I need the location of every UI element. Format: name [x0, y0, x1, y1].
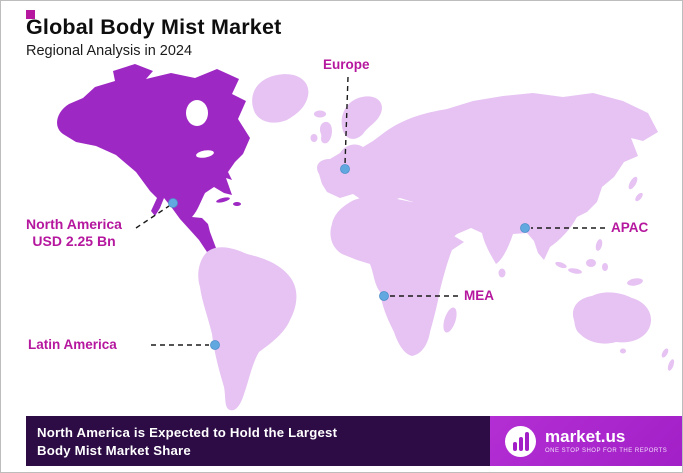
label-apac: APAC: [611, 220, 649, 235]
island-tasmania: [620, 348, 626, 354]
region-greenland: [252, 74, 309, 123]
brand-tagline: ONE STOP SHOP FOR THE REPORTS: [545, 448, 668, 454]
marketus-logo-icon: [505, 425, 536, 457]
leader-line-north-america: [135, 205, 170, 229]
island-new-zealand-south: [667, 359, 675, 371]
brand-block: market.us ONE STOP SHOP FOR THE REPORTS: [490, 416, 682, 466]
banner-line-1: North America is Expected to Hold the La…: [37, 424, 338, 440]
hudson-bay: [186, 100, 208, 126]
island-madagascar: [443, 307, 457, 333]
great-lakes: [196, 150, 214, 158]
island-japan-honshu: [628, 176, 638, 190]
takeaway-banner: North America is Expected to Hold the La…: [26, 416, 490, 466]
island-sumatra: [555, 261, 567, 269]
island-sulawesi: [602, 263, 608, 271]
marker-europe: [340, 164, 350, 174]
island-great-britain: [319, 121, 332, 144]
island-borneo: [586, 259, 596, 267]
accent-square: [26, 10, 35, 19]
island-philippines: [595, 239, 603, 251]
page-subtitle: Regional Analysis in 2024: [26, 43, 193, 59]
region-africa: [330, 196, 464, 356]
leader-line-europe: [344, 76, 349, 165]
island-new-zealand-north: [661, 348, 669, 358]
label-north-america-name: North America: [26, 216, 122, 232]
island-new-guinea: [627, 278, 643, 286]
island-japan-kyushu: [635, 192, 643, 202]
island-cuba: [216, 197, 230, 203]
region-south-america: [198, 247, 297, 411]
region-scandinavia: [341, 96, 382, 139]
label-north-america-value: USD 2.25 Bn: [32, 233, 116, 249]
island-sri-lanka: [498, 268, 506, 278]
marker-latin-america: [210, 340, 220, 350]
island-iceland: [314, 110, 326, 118]
label-europe: Europe: [323, 57, 370, 72]
brand-text: market.us ONE STOP SHOP FOR THE REPORTS: [545, 427, 668, 455]
brand-name: market.us: [545, 427, 626, 446]
region-eurasia: [317, 93, 658, 264]
region-australia: [572, 292, 652, 344]
marker-apac: [520, 223, 530, 233]
label-north-america: North America USD 2.25 Bn: [11, 216, 137, 250]
island-java: [568, 268, 582, 274]
label-latin-america: Latin America: [28, 337, 117, 352]
island-hispaniola: [233, 202, 241, 206]
label-mea: MEA: [464, 288, 494, 303]
banner-line-2: Body Mist Market Share: [37, 442, 191, 458]
bottom-strip: North America is Expected to Hold the La…: [26, 416, 682, 466]
marker-mea: [379, 291, 389, 301]
marker-north-america: [168, 198, 178, 208]
page-title: Global Body Mist Market: [26, 15, 282, 39]
island-ireland: [310, 134, 318, 142]
